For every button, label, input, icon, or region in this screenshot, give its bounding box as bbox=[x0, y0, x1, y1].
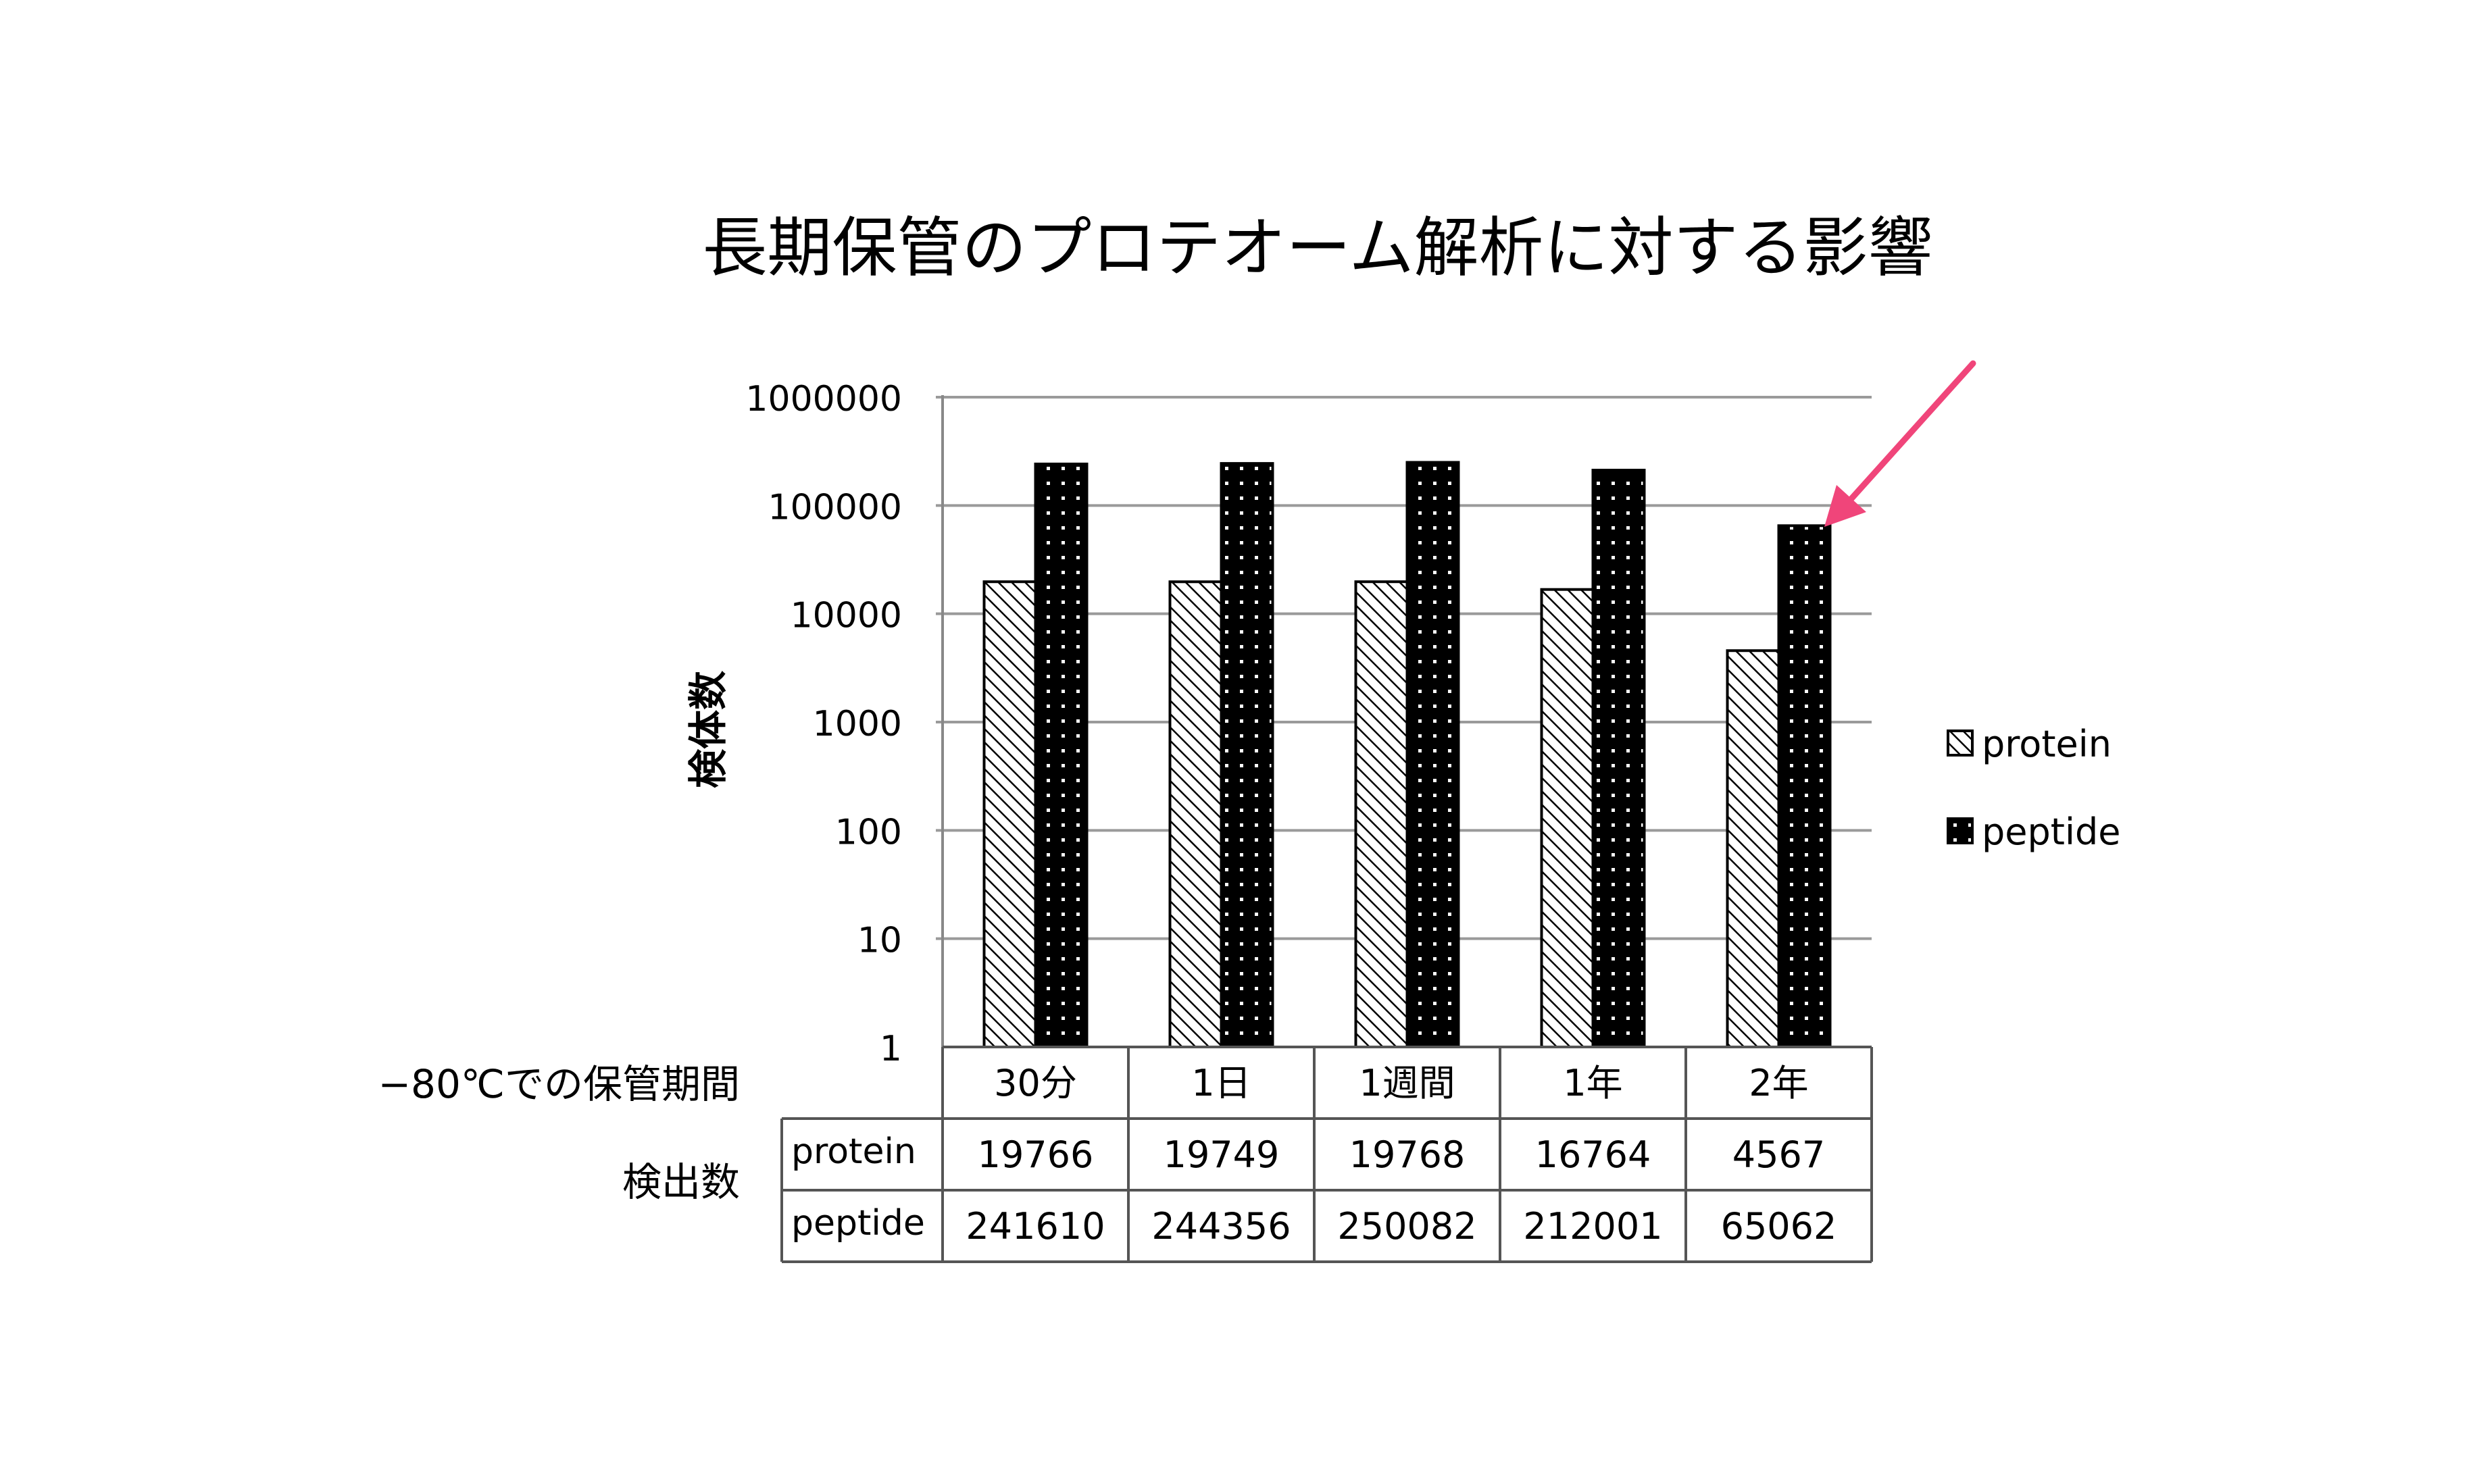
legend: protein peptide bbox=[1947, 723, 2120, 853]
bar-protein-2 bbox=[1168, 580, 1223, 1048]
legend-label-protein: protein bbox=[1982, 723, 2112, 765]
y-tick-labels: 1 10 100 1000 10000 100000 1000000 bbox=[745, 379, 902, 1069]
table-cell: 212001 bbox=[1523, 1205, 1662, 1248]
x-category-label: 1年 bbox=[1563, 1062, 1622, 1104]
table-cell: 4567 bbox=[1732, 1133, 1825, 1176]
x-category-label: 30分 bbox=[994, 1062, 1077, 1104]
x-category-label: 2年 bbox=[1749, 1062, 1808, 1104]
bar-protein-5 bbox=[1726, 649, 1780, 1048]
y-tick-label: 1000 bbox=[813, 704, 902, 744]
y-tick-label: 10 bbox=[857, 921, 902, 961]
table-cell: 65062 bbox=[1721, 1205, 1837, 1248]
y-tick-label: 1 bbox=[880, 1029, 902, 1069]
y-tick-label: 10000 bbox=[791, 596, 902, 636]
table-cell: 19766 bbox=[978, 1133, 1094, 1176]
table-cell: 244356 bbox=[1151, 1205, 1291, 1248]
table-group-label: 検出数 bbox=[622, 1159, 740, 1205]
x-category-label: 1日 bbox=[1191, 1062, 1251, 1104]
table-row-label: protein bbox=[791, 1131, 916, 1172]
y-tick-label: 100 bbox=[835, 812, 902, 852]
y-tick-label: 1000000 bbox=[745, 379, 902, 419]
bar-peptide-3 bbox=[1405, 461, 1460, 1048]
annotation-arrow bbox=[1824, 360, 1976, 527]
bar-protein-1 bbox=[982, 580, 1037, 1048]
bar-peptide-2 bbox=[1220, 462, 1274, 1048]
bar-peptide-4 bbox=[1591, 469, 1646, 1048]
bar-peptide-5 bbox=[1777, 524, 1832, 1048]
data-table: 30分 1日 1週間 1年 2年 protein 19766 19749 19768 16764 4… bbox=[780, 1046, 1873, 1263]
x-category-label: 1週間 bbox=[1359, 1062, 1455, 1104]
table-cell: 241610 bbox=[966, 1205, 1105, 1248]
table-cell: 16764 bbox=[1535, 1133, 1651, 1176]
legend-swatch-peptide bbox=[1947, 817, 1974, 844]
table-cell: 250082 bbox=[1337, 1205, 1476, 1248]
table-header-label: −80℃での保管期間 bbox=[378, 1061, 740, 1107]
table-cell: 19768 bbox=[1349, 1133, 1466, 1176]
chart-title: 長期保管のプロテオーム解析に対する影響 bbox=[702, 210, 1932, 286]
y-axis-label: 検体数 bbox=[685, 671, 731, 788]
y-tick-label: 100000 bbox=[768, 487, 902, 528]
bar-protein-3 bbox=[1354, 580, 1409, 1048]
bar-protein-4 bbox=[1540, 588, 1595, 1048]
table-cell: 19749 bbox=[1164, 1133, 1280, 1176]
bar-peptide-1 bbox=[1034, 462, 1089, 1048]
table-row-label: peptide bbox=[791, 1203, 925, 1244]
legend-swatch-protein bbox=[1947, 730, 1974, 757]
bars bbox=[982, 461, 1832, 1048]
legend-label-peptide: peptide bbox=[1982, 811, 2120, 853]
